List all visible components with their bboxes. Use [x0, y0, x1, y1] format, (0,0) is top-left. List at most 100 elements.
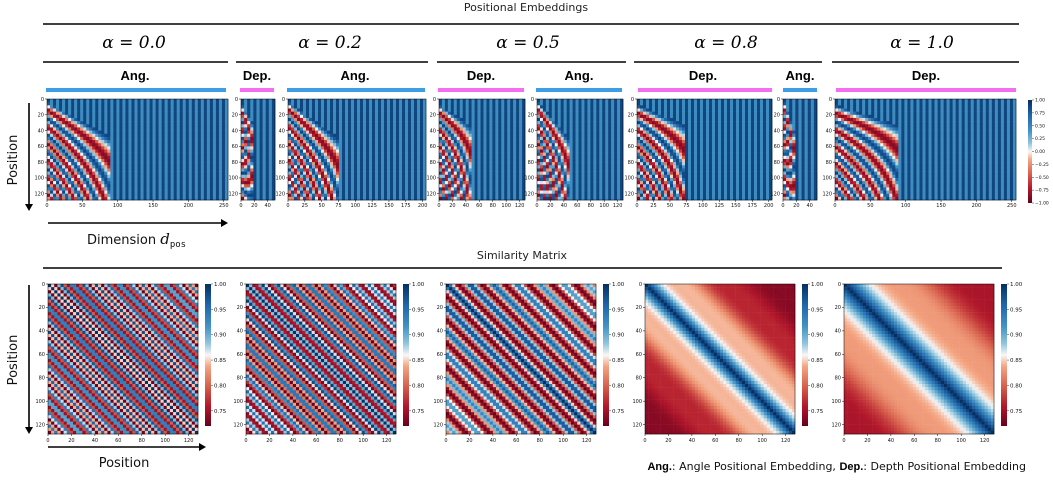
heatmap-cell: [161, 149, 165, 153]
heatmap-cell: [89, 121, 93, 125]
heatmap-cell: [399, 136, 403, 141]
heatmap-cell: [333, 111, 337, 116]
heatmap-cell: [414, 105, 418, 109]
heatmap-cell: [262, 184, 267, 188]
heatmap-cell: [68, 181, 72, 185]
alpha-label-0: α = 0.0: [102, 33, 166, 53]
heatmap-cell: [134, 102, 138, 106]
heatmap-cell: [101, 181, 105, 185]
heatmap-cell: [447, 187, 452, 191]
heatmap-cell: [504, 174, 508, 179]
heatmap-cell: [155, 149, 159, 153]
heatmap-cell: [537, 193, 541, 198]
heatmap-cell: [50, 158, 54, 163]
heatmap-cell: [191, 111, 196, 116]
heatmap-cell: [542, 127, 547, 131]
heatmap-cell: [209, 181, 214, 185]
heatmap-cell: [77, 155, 81, 160]
heatmap-cell: [80, 184, 84, 188]
heatmap-cell: [396, 181, 400, 185]
heatmap-cell: [262, 121, 267, 125]
heatmap-cell: [77, 165, 81, 169]
heatmap-cell: [381, 162, 385, 166]
x-tick-label: 0: [239, 203, 242, 209]
heatmap-cell: [53, 171, 57, 176]
x-tick-label: 50: [79, 203, 85, 209]
heatmap-cell: [390, 165, 394, 169]
heatmap-cell: [119, 177, 123, 182]
heatmap-cell: [164, 99, 168, 103]
heatmap-cell: [489, 117, 493, 122]
heatmap-cell: [182, 140, 187, 144]
heatmap-cell: [510, 121, 514, 125]
heatmap-cell: [489, 152, 493, 157]
heatmap-cell: [291, 165, 295, 169]
heatmap-cell: [161, 193, 165, 198]
heatmap-cell: [247, 162, 251, 166]
heatmap-cell: [122, 117, 126, 122]
heatmap-cell: [489, 130, 493, 135]
heatmap-cell: [56, 105, 60, 109]
heatmap-cell: [271, 190, 276, 194]
heatmap-cell: [256, 196, 260, 201]
heatmap-cell: [303, 193, 307, 198]
heatmap-cell: [474, 193, 478, 198]
heatmap-cell: [510, 105, 514, 109]
heatmap-cell: [447, 127, 452, 131]
heatmap-cell: [462, 187, 466, 191]
heatmap-cell: [50, 140, 54, 144]
heatmap-cell: [495, 190, 499, 194]
heatmap-cell: [131, 133, 135, 138]
heatmap-cell: [411, 193, 415, 198]
heatmap-cell: [268, 171, 273, 176]
heatmap-cell: [384, 136, 388, 141]
heatmap-cell: [80, 171, 84, 176]
heatmap-cell: [309, 187, 313, 191]
heatmap-cell: [495, 158, 499, 163]
heatmap-cell: [381, 174, 385, 179]
heatmap-cell: [173, 168, 178, 172]
heatmap-cell: [194, 105, 199, 109]
heatmap-cell: [417, 155, 421, 160]
heatmap-cell: [206, 174, 211, 179]
heatmap-cell: [462, 99, 466, 103]
heatmap-cell: [414, 114, 418, 119]
heatmap-cell: [56, 162, 60, 166]
heatmap-cell: [253, 140, 257, 144]
heatmap-cell: [489, 168, 493, 172]
heatmap-cell: [507, 146, 511, 150]
heatmap-cell: [357, 130, 361, 135]
heatmap-cell: [253, 158, 257, 163]
heatmap-cell: [548, 165, 553, 169]
heatmap-cell: [542, 168, 547, 172]
heatmap-cell: [146, 136, 150, 141]
heatmap-cell: [545, 102, 550, 106]
heatmap-cell: [170, 158, 174, 163]
heatmap-cell: [507, 171, 511, 176]
heatmap-cell: [363, 187, 367, 191]
heatmap-cell: [98, 108, 102, 112]
heatmap-cell: [366, 184, 370, 188]
heatmap-cell: [342, 136, 346, 141]
heatmap-cell: [173, 190, 178, 194]
heatmap-cell: [134, 140, 138, 144]
heatmap-cell: [420, 105, 424, 109]
heatmap-cell: [107, 158, 111, 163]
heatmap-cell: [384, 193, 388, 198]
heatmap-cell: [104, 152, 108, 157]
heatmap-cell: [474, 130, 478, 135]
heatmap-cell: [170, 114, 174, 119]
heatmap-cell: [128, 105, 132, 109]
heatmap-cell: [456, 105, 461, 109]
heatmap-cell: [522, 124, 526, 128]
heatmap-cell: [149, 174, 153, 179]
heatmap-cell: [92, 102, 96, 106]
heatmap-cell: [333, 121, 337, 125]
heatmap-cell: [330, 117, 334, 122]
heatmap-cell: [164, 162, 168, 166]
heatmap-cell: [101, 184, 105, 188]
heatmap-cell: [309, 177, 313, 182]
heatmap-cell: [312, 158, 316, 163]
heatmap-cell: [303, 177, 307, 182]
heatmap-cell: [119, 99, 123, 103]
